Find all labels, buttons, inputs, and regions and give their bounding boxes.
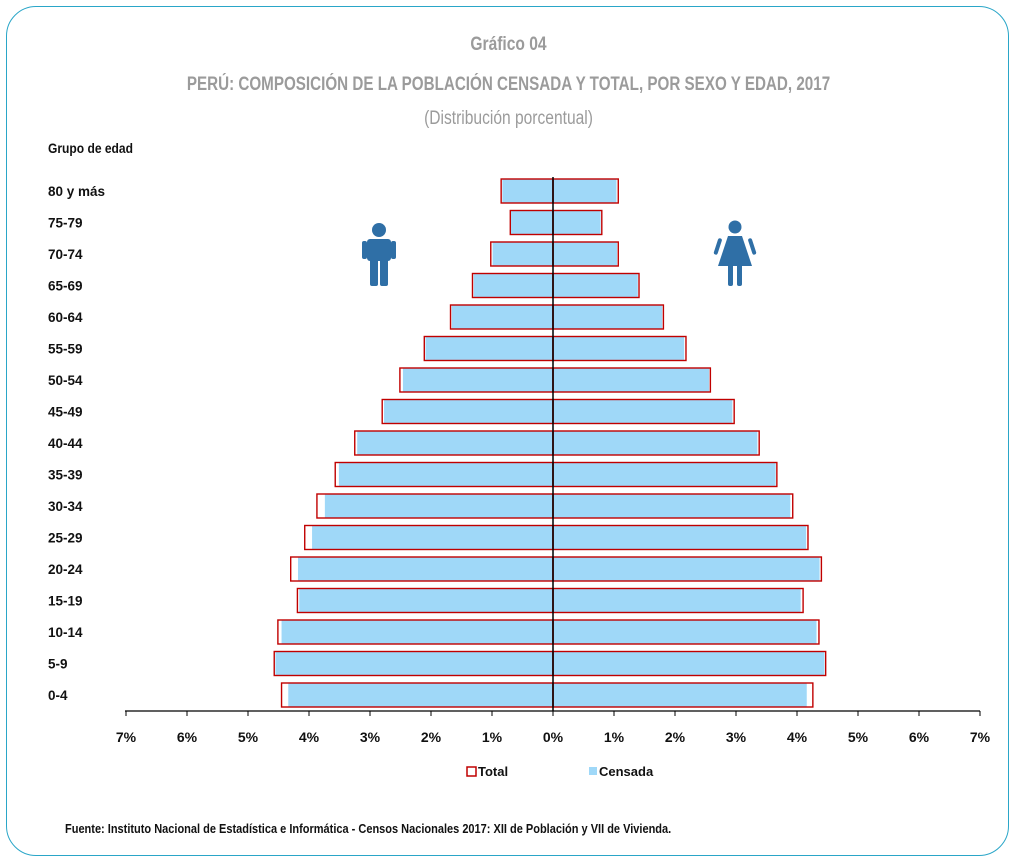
x-tick-label-11: 4% (787, 729, 808, 745)
age-label-13: 15-19 (48, 594, 83, 609)
age-label-11: 25-29 (48, 531, 83, 546)
bar-censada-women-4 (553, 305, 663, 329)
legend-censada-label: Censada (599, 764, 654, 779)
legend: Total Censada (466, 764, 654, 779)
age-label-0: 80 y más (48, 184, 105, 199)
bar-censada-women-10 (553, 494, 791, 518)
x-tick-label-10: 3% (726, 729, 747, 745)
bar-censada-men-4 (451, 305, 553, 329)
x-tick-label-12: 5% (848, 729, 869, 745)
woman-icon (713, 220, 757, 286)
chart-label: Gráfico 04 (470, 34, 547, 55)
x-tick-label-5: 2% (421, 729, 442, 745)
age-label-9: 35-39 (48, 468, 83, 483)
bar-censada-men-1 (510, 210, 553, 235)
x-tick-label-2: 5% (238, 729, 259, 745)
age-label-16: 0-4 (48, 688, 68, 703)
age-label-8: 40-44 (48, 436, 83, 451)
bar-censada-women-6 (553, 368, 710, 392)
y-axis-label: Grupo de edad (48, 140, 133, 156)
x-tick-label-3: 4% (299, 729, 320, 745)
bar-censada-men-5 (425, 336, 553, 361)
legend-censada-swatch (589, 767, 597, 775)
bar-censada-men-14 (281, 620, 553, 644)
age-label-6: 50-54 (48, 373, 83, 388)
bar-censada-men-2 (492, 242, 553, 266)
man-icon (362, 223, 396, 286)
bar-censada-men-8 (357, 431, 553, 455)
x-tick-label-6: 1% (482, 729, 503, 745)
age-label-10: 30-34 (48, 499, 83, 514)
bar-censada-women-8 (553, 431, 758, 455)
bar-censada-women-3 (553, 273, 638, 298)
bar-censada-women-2 (553, 242, 618, 266)
bar-censada-women-1 (553, 210, 601, 235)
x-tick-label-4: 3% (360, 729, 381, 745)
x-tick-label-14: 7% (970, 729, 991, 745)
x-tick-label-13: 6% (909, 729, 930, 745)
bar-censada-men-10 (324, 494, 553, 518)
legend-total-label: Total (478, 764, 508, 779)
chart-subtitle: (Distribución porcentual) (424, 108, 593, 129)
x-tick-label-0: 7% (116, 729, 137, 745)
age-label-7: 45-49 (48, 405, 83, 420)
x-tick-label-9: 2% (665, 729, 686, 745)
bar-censada-men-3 (473, 273, 553, 298)
bar-censada-men-13 (299, 588, 553, 613)
bar-censada-men-12 (298, 557, 553, 581)
bar-censada-women-15 (553, 651, 825, 676)
bar-censada-men-15 (275, 651, 553, 676)
age-label-14: 10-14 (48, 625, 83, 640)
bar-censada-men-7 (384, 399, 553, 424)
bar-censada-men-16 (288, 683, 553, 707)
bar-censada-women-12 (553, 557, 820, 581)
age-label-4: 60-64 (48, 310, 83, 325)
bar-censada-men-11 (312, 525, 553, 550)
age-label-2: 70-74 (48, 247, 83, 262)
chart-title: PERÚ: COMPOSICIÓN DE LA POBLACIÓN CENSAD… (186, 74, 831, 95)
source-note: Fuente: Instituto Nacional de Estadístic… (65, 822, 672, 836)
bar-censada-men-9 (338, 462, 553, 487)
x-tick-label-1: 6% (177, 729, 198, 745)
bar-censada-women-7 (553, 399, 733, 424)
bar-censada-women-9 (553, 462, 776, 487)
bar-censada-women-13 (553, 588, 801, 613)
age-label-12: 20-24 (48, 562, 83, 577)
legend-total-swatch (466, 766, 477, 777)
age-label-3: 65-69 (48, 279, 83, 294)
bar-censada-men-0 (502, 179, 553, 203)
x-tick-label-8: 1% (604, 729, 625, 745)
age-label-5: 55-59 (48, 342, 83, 357)
bar-censada-women-16 (553, 683, 807, 707)
x-tick-label-7: 0% (543, 729, 564, 745)
bar-censada-women-14 (553, 620, 817, 644)
bar-censada-women-0 (553, 179, 617, 203)
bar-censada-women-11 (553, 525, 807, 550)
age-label-1: 75-79 (48, 216, 83, 231)
age-label-15: 5-9 (48, 657, 68, 672)
bar-censada-men-6 (402, 368, 553, 392)
bar-censada-women-5 (553, 336, 685, 361)
